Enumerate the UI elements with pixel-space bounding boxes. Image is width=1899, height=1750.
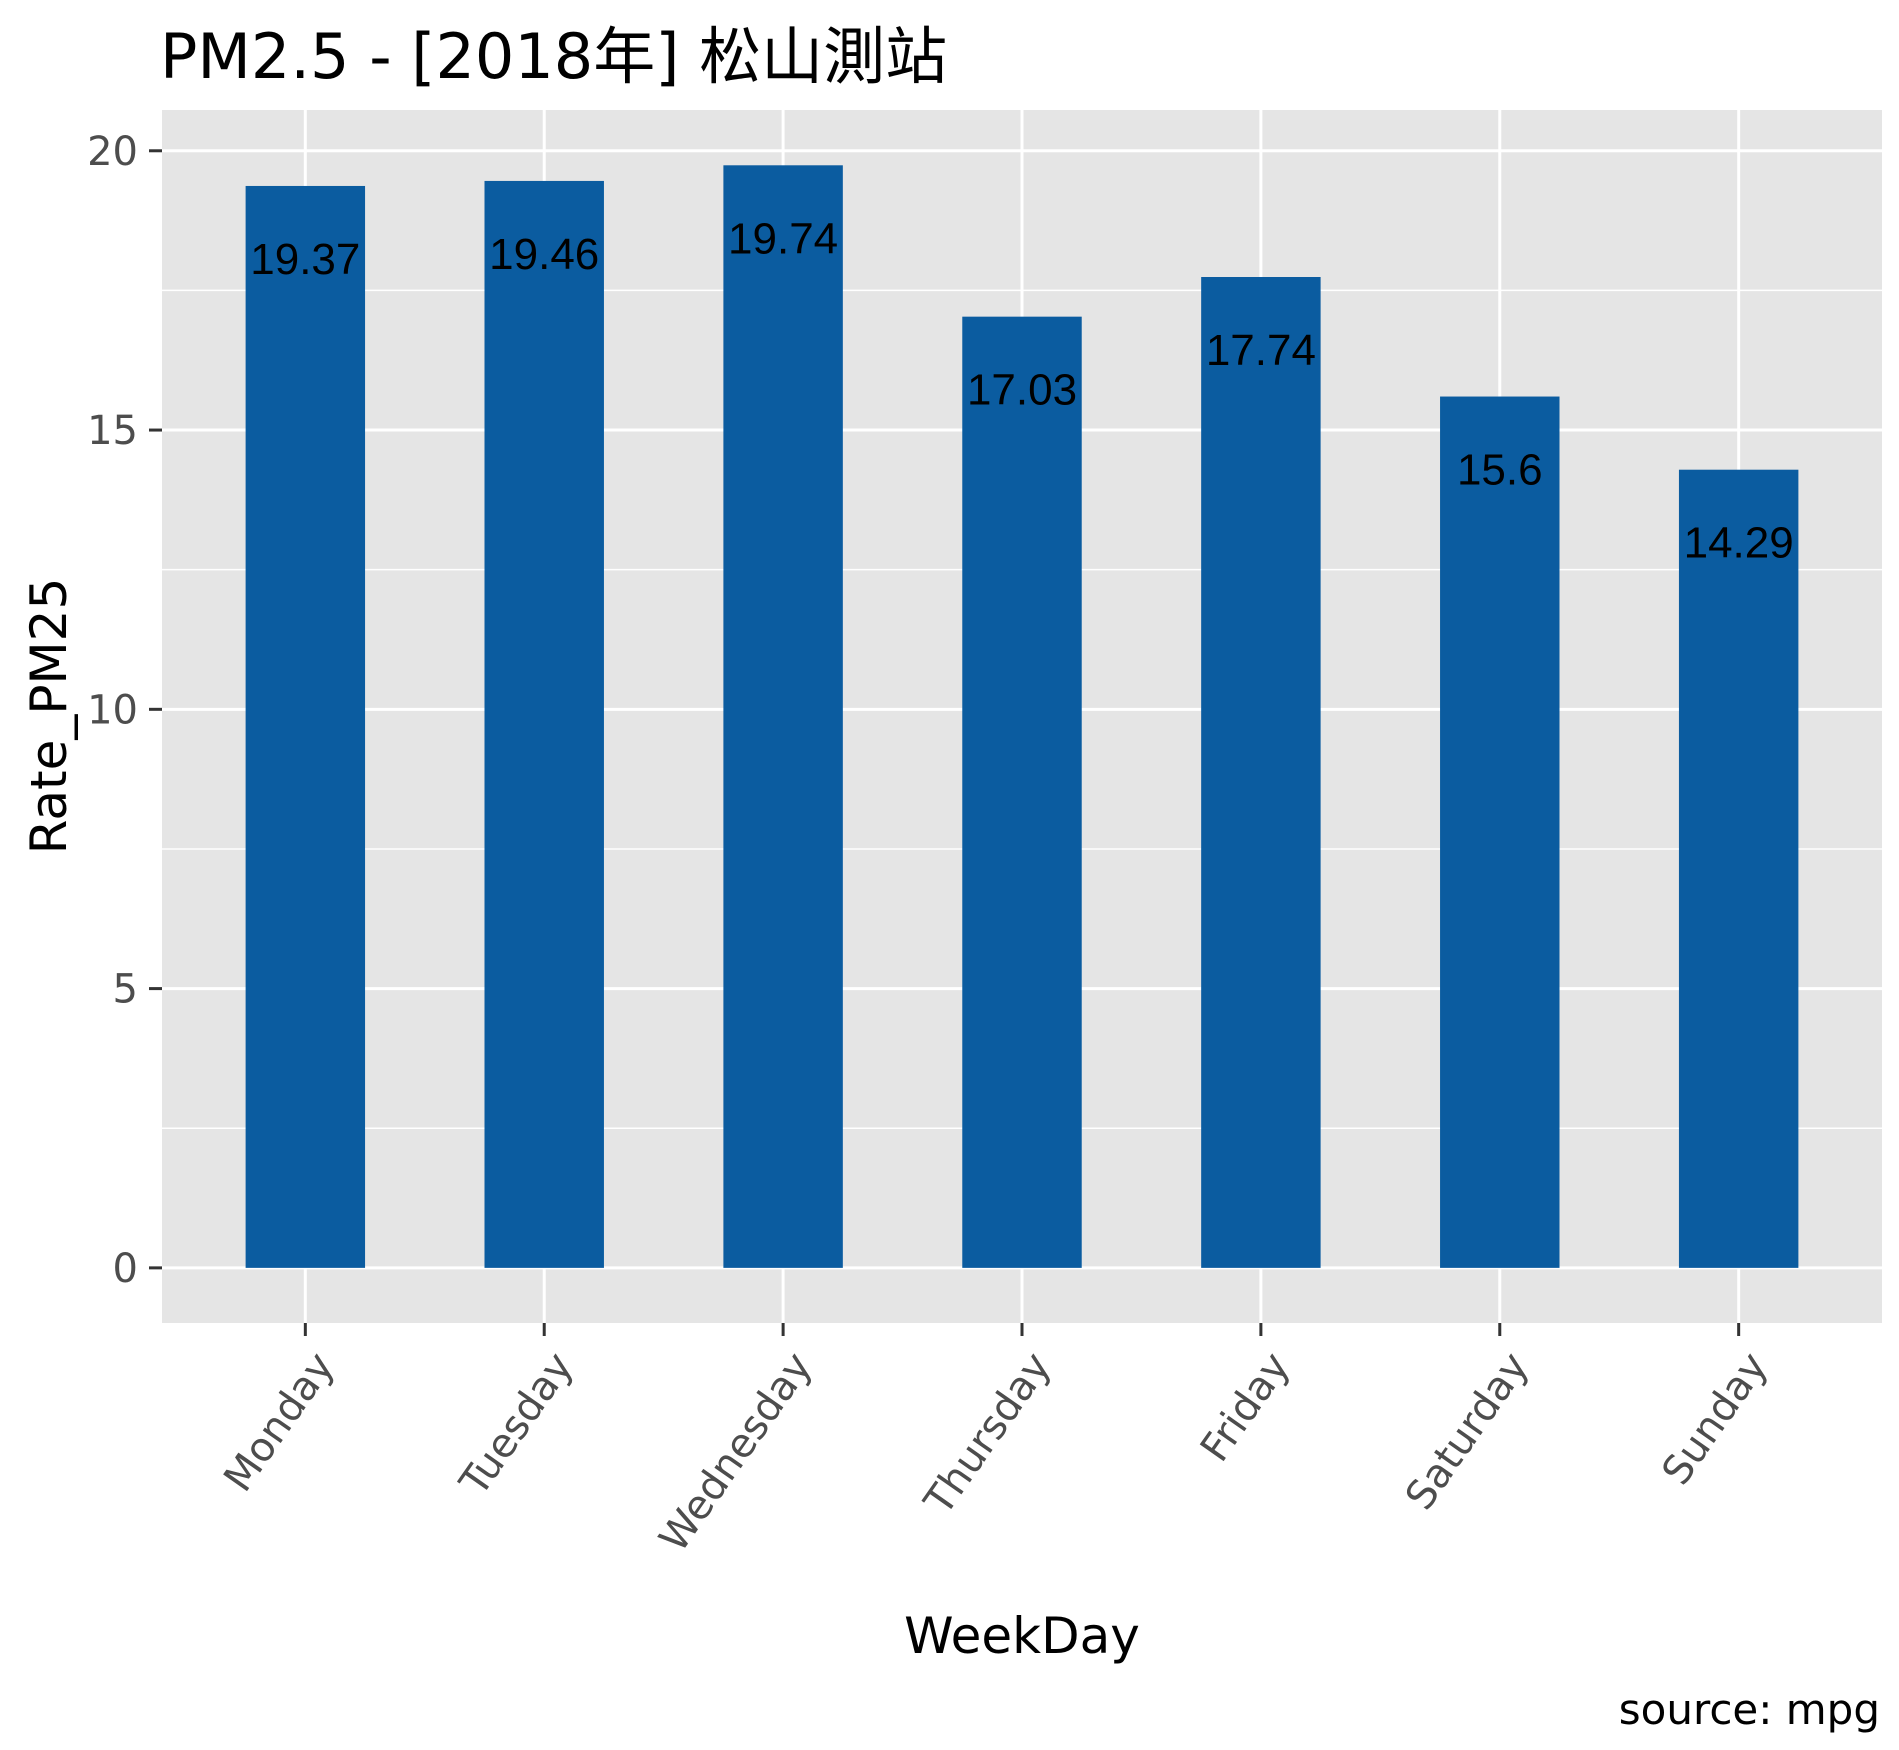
- x-axis: Monday Tuesday Wednesday Thursday Friday Satu…: [215, 1323, 1777, 1560]
- bar-saturday: [1440, 396, 1560, 1268]
- y-tick-label: 10: [87, 687, 138, 733]
- y-tick-label: 15: [87, 408, 138, 454]
- data-label: 17.03: [967, 366, 1077, 415]
- bar-monday: [245, 185, 366, 1268]
- data-label: 15.6: [1457, 446, 1543, 495]
- y-axis-title: Rate_PM25: [20, 578, 78, 855]
- data-labels: 19.37 19.46 19.74 17.03 17.74 15.6 14.29: [250, 214, 1793, 567]
- x-tick-label: Sunday: [1653, 1344, 1777, 1493]
- y-tick-label: 20: [87, 129, 138, 175]
- bars: [245, 165, 1799, 1268]
- data-label: 19.74: [728, 214, 838, 263]
- bar-thursday: [962, 316, 1082, 1268]
- x-tick-label: Tuesday: [451, 1344, 583, 1505]
- bar-friday: [1201, 277, 1321, 1268]
- x-axis-title: WeekDay: [904, 1607, 1140, 1665]
- data-label: 17.74: [1206, 326, 1316, 375]
- source-caption: source: mpg: [1619, 1685, 1880, 1734]
- y-tick-label: 0: [113, 1246, 138, 1292]
- data-label: 19.37: [250, 235, 360, 284]
- y-axis: 0 5 10 15 20: [87, 129, 162, 1292]
- x-tick-label: Saturday: [1397, 1344, 1538, 1518]
- x-tick-label: Wednesday: [651, 1344, 822, 1560]
- x-tick-label: Monday: [215, 1344, 343, 1500]
- bar-wednesday: [723, 165, 843, 1268]
- bar-sunday: [1678, 469, 1799, 1268]
- data-label: 19.46: [489, 230, 599, 279]
- x-tick-label: Thursday: [915, 1344, 1060, 1524]
- x-tick-label: Friday: [1192, 1344, 1299, 1470]
- data-label: 14.29: [1684, 519, 1794, 568]
- chart-title: PM2.5 - [2018年] 松山測站: [160, 20, 947, 93]
- y-tick-label: 5: [113, 967, 138, 1013]
- bar-tuesday: [484, 180, 604, 1268]
